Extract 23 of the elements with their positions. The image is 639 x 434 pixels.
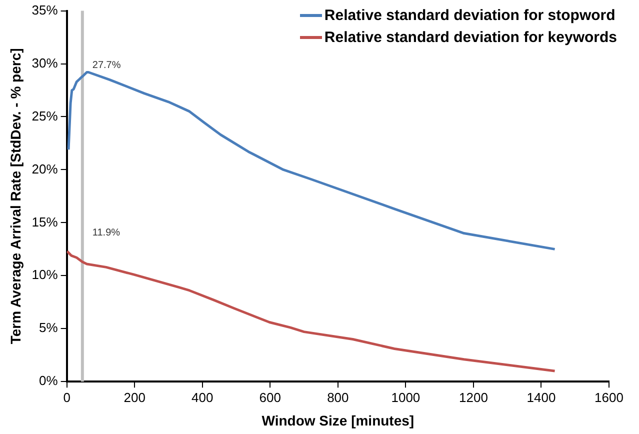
y-tick-label: 30% [32, 55, 58, 70]
y-tick-label: 20% [32, 161, 58, 176]
y-axis-title: Term Average Arrival Rate [StdDev. - % perc] [7, 48, 24, 344]
y-tick-label: 0% [39, 373, 58, 388]
y-tick-label: 10% [32, 267, 58, 282]
annotation: 27.7% [92, 60, 121, 72]
annotation: 11.9% [92, 228, 120, 239]
x-tick-label: 1000 [391, 390, 420, 405]
y-tick-label: 25% [32, 108, 58, 124]
x-axis-title: Window Size [minutes] [262, 412, 414, 428]
x-tick-label: 1400 [526, 390, 556, 405]
legend-label: Relative standard deviation for keywords [324, 28, 617, 46]
x-tick-label: 1600 [594, 390, 624, 405]
x-tick-label: 400 [192, 390, 214, 405]
y-tick-label: 35% [32, 2, 58, 18]
x-tick-label: 0 [63, 390, 70, 405]
legend-label: Relative standard deviation for stopword [324, 6, 616, 24]
x-tick-label: 1200 [458, 390, 488, 405]
y-tick-label: 15% [32, 214, 58, 230]
x-tick-label: 600 [259, 390, 281, 405]
x-tick-label: 200 [124, 390, 146, 405]
y-tick-label: 5% [39, 320, 58, 336]
x-tick-label: 800 [327, 390, 349, 405]
